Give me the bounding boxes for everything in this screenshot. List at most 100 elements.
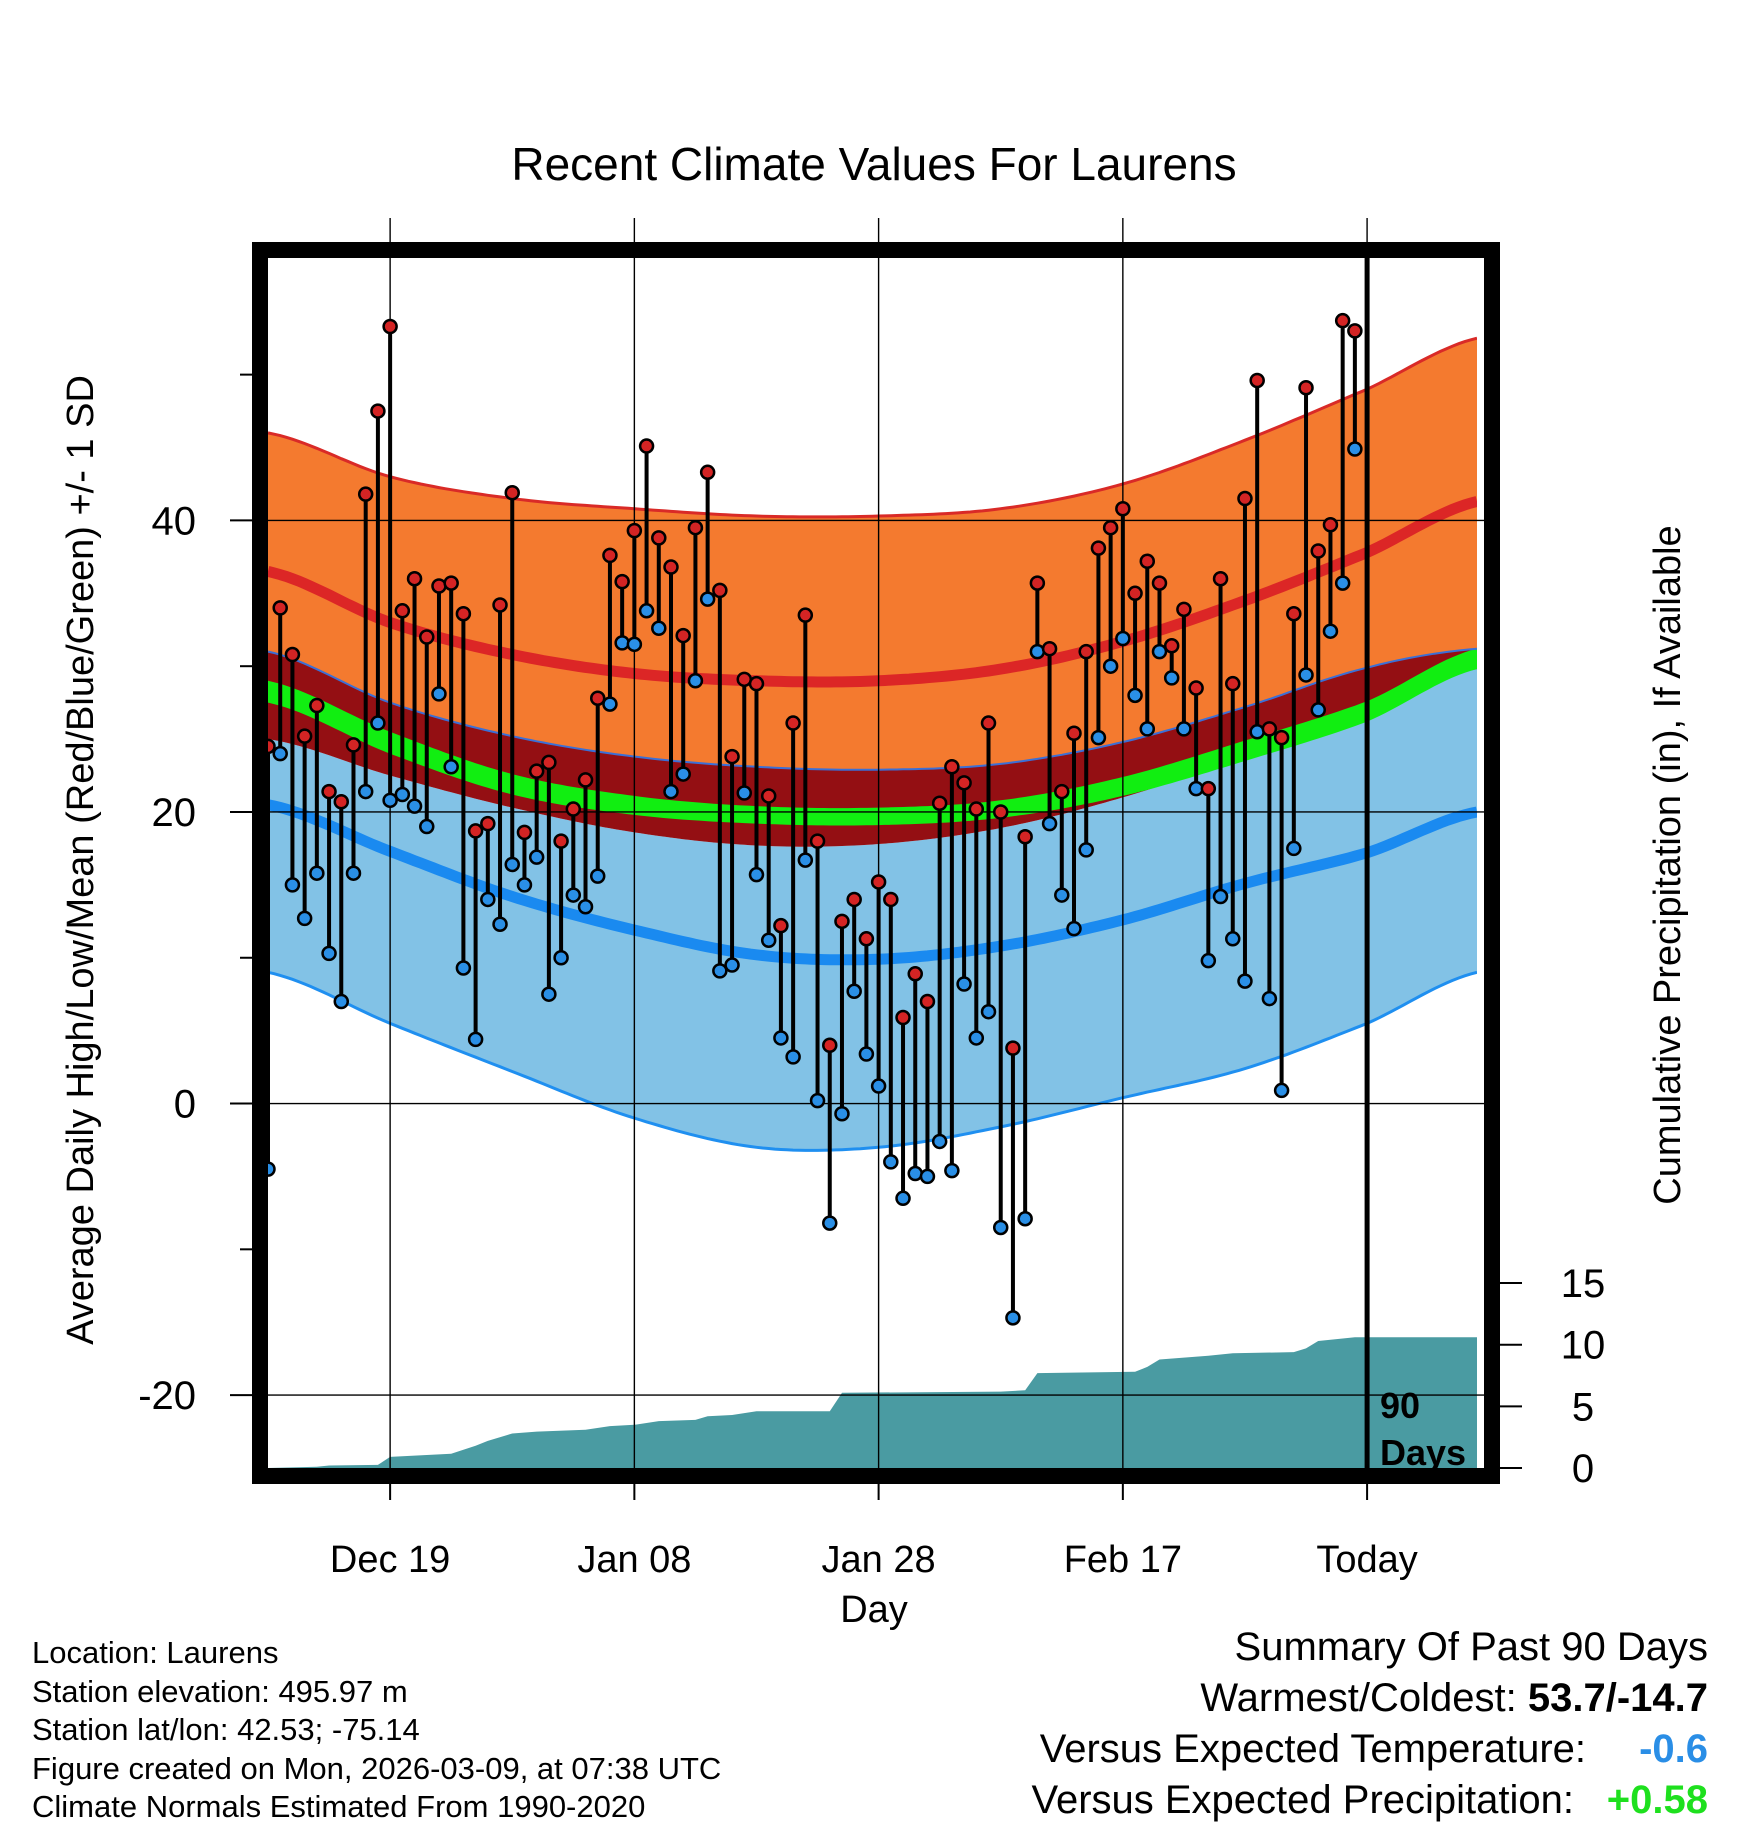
figure-created: Figure created on Mon, 2026-03-09, at 07…: [32, 1750, 722, 1786]
high-dot: [1273, 729, 1290, 746]
low-dot: [1005, 1310, 1021, 1326]
high-dot: [699, 464, 716, 481]
low-dot: [1334, 575, 1351, 591]
high-dot: [663, 559, 679, 575]
low-dot: [1212, 888, 1229, 905]
low-dot: [992, 1219, 1009, 1236]
high-dot: [1102, 519, 1119, 536]
high-dot: [858, 931, 875, 947]
high-dot: [907, 966, 923, 982]
low-dot: [309, 865, 325, 881]
low-dot: [406, 798, 423, 814]
high-dot: [834, 913, 850, 930]
today-label-days-word: Days: [1380, 1432, 1466, 1473]
high-dot: [1054, 783, 1070, 800]
high-mean-line: [266, 496, 1477, 688]
low-dot: [1347, 441, 1363, 457]
high-dot: [895, 1009, 911, 1026]
low-dot: [919, 1168, 936, 1185]
low-dot: [834, 1105, 850, 1122]
summary-temp-row: Versus Expected Temperature: -0.6: [1031, 1724, 1708, 1775]
station-info: Location: Laurens Station elevation: 495…: [32, 1634, 721, 1827]
low-dot: [822, 1215, 838, 1231]
low-dot: [1261, 990, 1278, 1007]
climate-normals-note: Climate Normals Estimated From 1990-2020: [32, 1789, 646, 1824]
precip-area: [268, 1337, 1477, 1468]
high-dot: [638, 438, 655, 454]
x-axis-label: Day: [840, 1589, 908, 1631]
low-dot: [956, 976, 972, 992]
high-dot: [419, 629, 435, 645]
low-dot: [1017, 1210, 1033, 1227]
low-dot: [1225, 931, 1241, 947]
low-dot: [1176, 721, 1192, 737]
y-tick-label: 40: [152, 499, 197, 543]
high-dot: [773, 917, 789, 934]
high-dot: [333, 794, 350, 810]
high-dot: [651, 530, 667, 546]
low-dot: [1273, 1082, 1290, 1099]
high-dot: [968, 801, 985, 817]
high-dot: [760, 788, 777, 804]
summary-warmest-row: Warmest/Coldest: 53.7/-14.7: [1031, 1673, 1708, 1724]
y-tick-label: 0: [174, 1083, 196, 1127]
x-tick-label: Jan 28: [822, 1539, 936, 1581]
high-dot: [1029, 575, 1046, 591]
high-dot: [1286, 605, 1302, 622]
low-dot: [1310, 702, 1326, 718]
high-dot: [1176, 601, 1192, 618]
high-dot: [1322, 517, 1339, 533]
high-dot: [1334, 312, 1351, 329]
low-dot: [382, 792, 398, 809]
high-lower-edge: [267, 647, 1477, 771]
today-label: 90 Days: [1380, 1385, 1466, 1473]
high-dot: [870, 874, 887, 890]
high-dot: [443, 575, 459, 591]
low-dot: [699, 591, 716, 607]
high-dot: [992, 804, 1009, 820]
low-dot: [748, 866, 765, 883]
high-dot: [516, 824, 533, 841]
low-dot: [944, 1162, 960, 1179]
high-dot: [980, 715, 997, 731]
low-dot: [931, 1133, 948, 1150]
high-dot: [919, 993, 936, 1010]
high-dot: [1066, 725, 1082, 742]
high-dot: [1127, 585, 1143, 602]
low-dot: [773, 1030, 789, 1046]
low-sd-band: [268, 669, 1477, 1151]
low-dot: [602, 696, 618, 712]
high-dot: [1005, 1040, 1021, 1056]
high-dot: [1078, 643, 1094, 660]
high-dot: [1200, 780, 1217, 797]
high-dot: [589, 690, 606, 707]
high-dot: [675, 627, 691, 644]
high-dot: [528, 763, 545, 779]
low-dot: [1237, 973, 1253, 989]
low-dot: [1054, 887, 1070, 903]
high-dot: [931, 795, 948, 811]
low-dot: [504, 856, 520, 873]
low-dot: [712, 963, 728, 979]
low-mean-line: [266, 799, 1477, 966]
low-dot: [968, 1030, 985, 1046]
high-dot: [626, 522, 643, 539]
low-dot: [1029, 643, 1046, 660]
high-dot: [1163, 638, 1180, 654]
low-dot: [846, 983, 862, 1000]
high-dot: [687, 519, 704, 536]
warmest-label: Warmest/Coldest:: [1200, 1676, 1528, 1720]
y2-tick-label: 0: [1572, 1447, 1594, 1491]
station-location: Location: Laurens: [32, 1635, 279, 1670]
high-dot: [577, 772, 594, 788]
x-tick-label: Jan 08: [577, 1539, 691, 1581]
temp-value: -0.6: [1639, 1727, 1708, 1771]
low-dot: [333, 993, 350, 1010]
high-dot: [1237, 490, 1253, 507]
x-tick-label: Dec 19: [330, 1539, 450, 1581]
high-dot: [1298, 379, 1314, 396]
y2-tick-label: 5: [1572, 1385, 1594, 1429]
high-dot: [1261, 721, 1278, 737]
high-dot: [712, 582, 728, 599]
low-dot: [870, 1078, 887, 1094]
